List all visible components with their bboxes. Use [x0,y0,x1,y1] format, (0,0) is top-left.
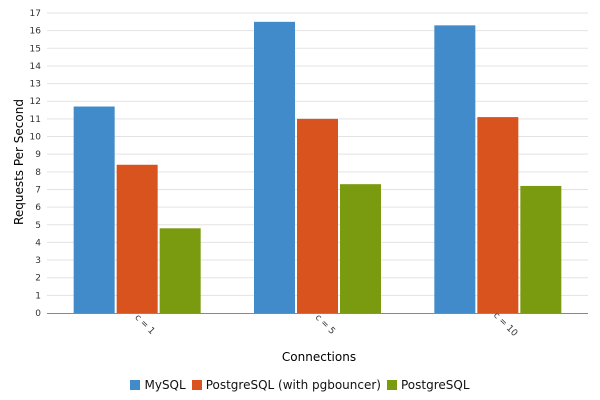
legend-swatch [191,380,202,390]
y-tick-label: 4 [35,238,41,248]
bars [73,21,562,314]
y-tick-label: 2 [35,274,41,284]
y-tick-label: 3 [35,256,41,266]
y-tick-label: 13 [30,80,41,90]
legend-label: MySQL [144,378,186,392]
bar-mysql-3 [434,25,476,314]
legend-item[interactable]: PostgreSQL (with pgbouncer) [191,378,381,392]
bar-mysql-2 [254,21,295,314]
y-tick-label: 10 [30,133,42,143]
y-tick-label: 9 [35,150,41,160]
bar-postgresql-with-pgbouncer-1 [116,164,158,313]
x-axis-title: Connections [282,350,356,364]
x-category-label: c = 1 [132,313,156,337]
bar-postgresql-1 [159,228,201,313]
bar-postgresql-3 [520,185,562,313]
bar-postgresql-with-pgbouncer-3 [477,117,519,313]
legend-swatch [386,380,397,390]
y-tick-label: 5 [35,221,41,231]
y-tick-label: 8 [35,168,41,178]
legend-item[interactable]: PostgreSQL [386,378,470,392]
y-tick-label: 12 [30,97,41,107]
y-tick-label: 0 [35,309,41,319]
y-tick-label: 17 [30,9,41,19]
legend-item[interactable]: MySQL [130,378,186,392]
bar-postgresql-2 [340,184,381,313]
bar-mysql-1 [73,106,115,313]
y-tick-label: 15 [30,44,41,54]
x-axis-categories: c = 1 c = 5 c = 10 [132,311,519,339]
legend: MySQL PostgreSQL (with pgbouncer) PostgreS… [0,378,600,392]
y-tick-label: 1 [35,291,41,301]
legend-label: PostgreSQL (with pgbouncer) [205,378,381,392]
y-tick-label: 14 [30,62,42,72]
y-axis-title: Requests Per Second [12,99,26,225]
bar-postgresql-with-pgbouncer-2 [297,118,338,313]
y-tick-label: 6 [35,203,41,213]
y-tick-label: 11 [30,115,41,125]
legend-label: PostgreSQL [400,378,470,392]
y-tick-label: 7 [35,185,41,195]
x-category-label: c = 10 [491,311,519,339]
y-tick-label: 16 [30,27,42,37]
legend-swatch [130,380,141,390]
x-category-label: c = 5 [313,313,337,337]
